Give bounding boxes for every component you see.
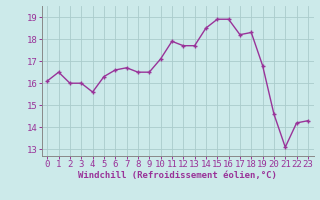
X-axis label: Windchill (Refroidissement éolien,°C): Windchill (Refroidissement éolien,°C) bbox=[78, 171, 277, 180]
